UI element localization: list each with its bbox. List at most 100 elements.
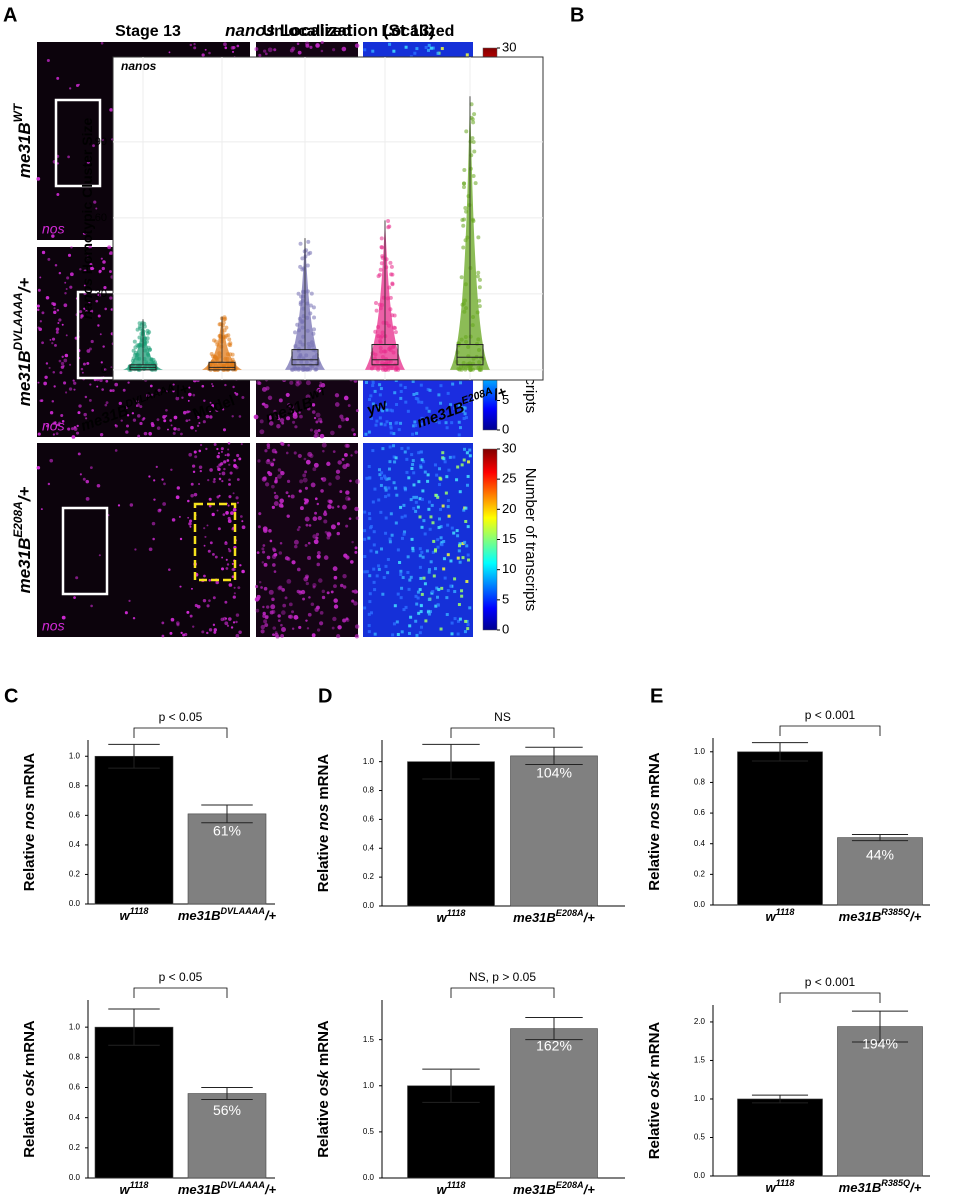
signal-dot (206, 524, 209, 527)
signal-dot (289, 48, 294, 53)
heat-spot (464, 519, 468, 523)
signal-dot (291, 627, 295, 630)
heat-spot (377, 567, 381, 571)
signal-dot (207, 479, 210, 482)
signal-dot (273, 570, 277, 573)
signal-dot (326, 591, 330, 595)
signal-dot (198, 421, 201, 425)
signal-dot (309, 45, 313, 49)
signal-dot (238, 415, 242, 418)
signal-dot (211, 512, 215, 517)
heat-spot (436, 538, 440, 542)
heat-spot (431, 590, 435, 594)
signal-dot (304, 543, 308, 547)
signal-dot (353, 433, 356, 436)
signal-dot (320, 49, 324, 53)
jitter-dot (148, 362, 153, 367)
jitter-dot (388, 295, 393, 300)
jitter-dot (376, 364, 381, 369)
signal-dot (315, 412, 321, 418)
signal-dot (201, 53, 205, 57)
jitter-dot (391, 344, 396, 349)
signal-dot (39, 399, 43, 403)
signal-dot (330, 524, 336, 530)
signal-dot (228, 495, 232, 499)
label-part: yw (364, 396, 391, 420)
signal-dot (336, 634, 341, 639)
signal-dot (65, 287, 68, 290)
heat-spot (465, 451, 469, 455)
signal-dot (105, 379, 109, 383)
jitter-dot (476, 235, 481, 240)
signal-dot (296, 42, 300, 46)
signal-dot (304, 41, 310, 46)
heat-spot (437, 393, 441, 397)
heat-spot (418, 547, 422, 551)
signal-dot (152, 537, 155, 541)
y-tick-label: 1.0 (69, 751, 81, 760)
box (291, 349, 319, 366)
signal-dot (298, 411, 301, 414)
signal-dot (41, 341, 44, 345)
signal-dot (221, 480, 224, 483)
colorbar-label: Number of transcripts (522, 468, 539, 611)
significance-bracket (133, 987, 228, 998)
jitter-dot (384, 357, 389, 362)
signal-dot (161, 621, 165, 625)
heat-spot (372, 530, 376, 534)
heat-spot (400, 446, 404, 450)
jitter-dot (386, 323, 391, 328)
heat-spot (411, 459, 415, 463)
signal-dot (60, 361, 65, 366)
heat-spot (400, 630, 404, 634)
heat-spot (444, 491, 448, 495)
colorbar-tick-label: 30 (502, 39, 516, 54)
heat-spot (367, 536, 371, 540)
heat-spot (409, 575, 413, 579)
heat-spot (457, 603, 461, 607)
heat-spot (391, 633, 395, 637)
label-part: WT (11, 102, 25, 122)
heat-spot (406, 555, 410, 559)
signal-dot (303, 498, 307, 501)
heat-spot (466, 474, 470, 478)
heat-spot (373, 487, 377, 491)
signal-dot (207, 549, 211, 553)
signal-dot (312, 516, 318, 522)
signal-dot (288, 602, 293, 607)
heat-spot (431, 521, 435, 525)
heat-spot (427, 500, 431, 504)
y-tick-label: 0.8 (69, 781, 81, 790)
heat-spot (374, 423, 378, 427)
heat-spot (398, 560, 402, 564)
signal-dot (348, 517, 352, 520)
signal-dot (172, 383, 175, 386)
jitter-dot (305, 301, 310, 306)
significance-bracket (779, 725, 881, 736)
signal-dot (58, 421, 61, 425)
signal-dot (260, 624, 266, 630)
signal-dot (206, 631, 209, 635)
heat-spot (466, 553, 470, 557)
jitter-dot (462, 298, 467, 303)
significance-bracket (133, 727, 228, 738)
signal-dot (345, 463, 350, 468)
heat-spot (406, 409, 410, 413)
heat-spot (412, 495, 416, 499)
signal-dot (267, 47, 273, 53)
signal-dot (342, 504, 347, 510)
signal-dot (263, 528, 268, 533)
signal-dot (105, 401, 109, 405)
label-part: me31B (15, 538, 34, 594)
signal-dot (315, 43, 320, 48)
signal-dot (171, 518, 176, 522)
jitter-dot (469, 115, 474, 120)
y-tick-label: 0.6 (69, 810, 81, 819)
signal-dot (73, 388, 76, 391)
heat-spot (417, 480, 421, 484)
label-part: me31B (15, 122, 34, 178)
y-tick-label: 1.0 (363, 757, 375, 766)
heat-spot (399, 389, 403, 393)
signal-dot (165, 414, 168, 418)
signal-dot (213, 477, 216, 481)
